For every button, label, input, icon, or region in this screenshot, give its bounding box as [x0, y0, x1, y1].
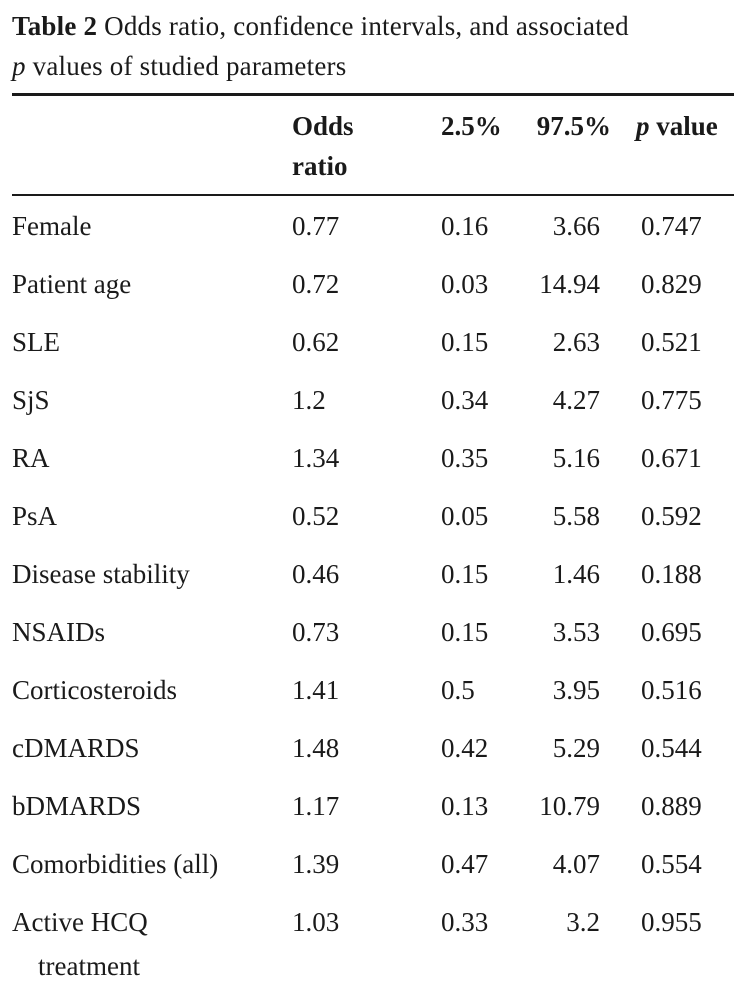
p-value-cell: 0.188 — [641, 559, 702, 589]
header-p-symbol: p — [636, 111, 650, 141]
parameter-cell: SLE — [12, 327, 61, 357]
odds-ratio-cell: 1.17 — [292, 791, 340, 821]
caption-text-end: values of studied parameters — [32, 51, 347, 81]
p-value-cell: 0.889 — [641, 791, 702, 821]
table-row: Active HCQ 1.03 0.33 3.2 0.955 treatment — [0, 896, 744, 981]
ci-lower-cell: 0.16 — [441, 211, 489, 241]
table-row: Corticosteroids 1.41 0.5 3.95 0.516 — [0, 664, 744, 722]
ci-lower-cell: 0.03 — [441, 269, 489, 299]
ci-upper-cell: 5.58 — [552, 501, 600, 531]
ci-upper-cell: 3.95 — [552, 675, 600, 705]
p-value-cell: 0.671 — [641, 443, 702, 473]
ci-lower-cell: 0.13 — [441, 791, 489, 821]
parameter-cell: cDMARDS — [12, 733, 140, 763]
p-value-cell: 0.775 — [641, 385, 702, 415]
p-value-cell: 0.829 — [641, 269, 702, 299]
p-value-cell: 0.955 — [641, 907, 702, 937]
ci-lower-cell: 0.15 — [441, 327, 489, 357]
table-row: SjS 1.2 0.34 4.27 0.775 — [0, 374, 744, 432]
ci-lower-cell: 0.47 — [441, 849, 489, 879]
ci-lower-cell: 0.34 — [441, 385, 489, 415]
p-value-cell: 0.544 — [641, 733, 702, 763]
table-row: RA 1.34 0.35 5.16 0.671 — [0, 432, 744, 490]
header-rule — [12, 194, 734, 196]
p-value-cell: 0.747 — [641, 211, 702, 241]
caption-text: Odds ratio, confidence intervals, and as… — [104, 11, 629, 41]
odds-ratio-cell: 1.41 — [292, 675, 340, 705]
ci-upper-cell: 1.46 — [552, 559, 600, 589]
odds-ratio-cell: 0.77 — [292, 211, 340, 241]
ci-lower-cell: 0.42 — [441, 733, 489, 763]
ci-upper-cell: 14.94 — [539, 269, 600, 299]
ci-upper-cell: 3.53 — [552, 617, 600, 647]
p-value-cell: 0.695 — [641, 617, 702, 647]
table-row: Female 0.77 0.16 3.66 0.747 — [0, 200, 744, 258]
caption-p-symbol: p — [12, 51, 26, 81]
ci-lower-cell: 0.33 — [441, 907, 489, 937]
table-row: NSAIDs 0.73 0.15 3.53 0.695 — [0, 606, 744, 664]
table-row: bDMARDS 1.17 0.13 10.79 0.889 — [0, 780, 744, 838]
ci-upper-cell: 2.63 — [552, 327, 600, 357]
parameter-cell: Active HCQ — [12, 907, 148, 937]
header-odds-line2: ratio — [292, 151, 348, 181]
ci-lower-cell: 0.5 — [441, 675, 475, 705]
header-odds-ratio: Odds ratio — [292, 106, 354, 186]
header-p-value: p value — [636, 106, 718, 146]
parameter-cell: Patient age — [12, 269, 132, 299]
odds-ratio-cell: 1.2 — [292, 385, 326, 415]
p-value-cell: 0.554 — [641, 849, 702, 879]
ci-lower-cell: 0.05 — [441, 501, 489, 531]
odds-ratio-cell: 1.48 — [292, 733, 340, 763]
p-value-cell: 0.516 — [641, 675, 702, 705]
header-upper-ci: 97.5% — [536, 111, 611, 141]
parameter-cell: RA — [12, 443, 50, 473]
parameter-cell: Female — [12, 211, 92, 241]
header-odds-line1: Odds — [292, 111, 354, 141]
ci-upper-cell: 4.07 — [552, 849, 600, 879]
parameter-cell: PsA — [12, 501, 58, 531]
table-row: Patient age 0.72 0.03 14.94 0.829 — [0, 258, 744, 316]
table-row: Comorbidities (all) 1.39 0.47 4.07 0.554 — [0, 838, 744, 896]
ci-upper-cell: 3.2 — [566, 907, 600, 937]
parameter-cell: Comorbidities (all) — [12, 849, 219, 879]
odds-ratio-cell: 0.72 — [292, 269, 340, 299]
p-value-cell: 0.521 — [641, 327, 702, 357]
odds-ratio-cell: 0.62 — [292, 327, 340, 357]
odds-ratio-cell: 0.52 — [292, 501, 340, 531]
ci-lower-cell: 0.15 — [441, 617, 489, 647]
ci-upper-cell: 3.66 — [552, 211, 600, 241]
ci-upper-cell: 5.29 — [552, 733, 600, 763]
parameter-cell: NSAIDs — [12, 617, 106, 647]
odds-ratio-cell: 0.46 — [292, 559, 340, 589]
table-row: PsA 0.52 0.05 5.58 0.592 — [0, 490, 744, 548]
parameter-cell: Corticosteroids — [12, 675, 177, 705]
table-row: SLE 0.62 0.15 2.63 0.521 — [0, 316, 744, 374]
top-rule — [12, 93, 734, 96]
parameter-cell: Disease stability — [12, 559, 190, 589]
ci-lower-cell: 0.15 — [441, 559, 489, 589]
odds-ratio-cell: 1.03 — [292, 907, 340, 937]
parameter-cell: bDMARDS — [12, 791, 142, 821]
ci-upper-cell: 5.16 — [552, 443, 600, 473]
ci-lower-cell: 0.35 — [441, 443, 489, 473]
table-row: cDMARDS 1.48 0.42 5.29 0.544 — [0, 722, 744, 780]
table-caption: Table 2 Odds ratio, confidence intervals… — [12, 6, 736, 86]
odds-ratio-cell: 0.73 — [292, 617, 340, 647]
ci-upper-cell: 4.27 — [552, 385, 600, 415]
parameter-cell: SjS — [12, 385, 50, 415]
table-row: Disease stability 0.46 0.15 1.46 0.188 — [0, 548, 744, 606]
parameter-cell-continuation: treatment — [38, 951, 140, 981]
odds-ratio-cell: 1.39 — [292, 849, 340, 879]
table-label: Table 2 — [12, 11, 98, 41]
header-p-word: value — [656, 111, 718, 141]
ci-upper-cell: 10.79 — [539, 791, 600, 821]
odds-ratio-cell: 1.34 — [292, 443, 340, 473]
p-value-cell: 0.592 — [641, 501, 702, 531]
header-lower-ci: 2.5% — [441, 111, 502, 141]
